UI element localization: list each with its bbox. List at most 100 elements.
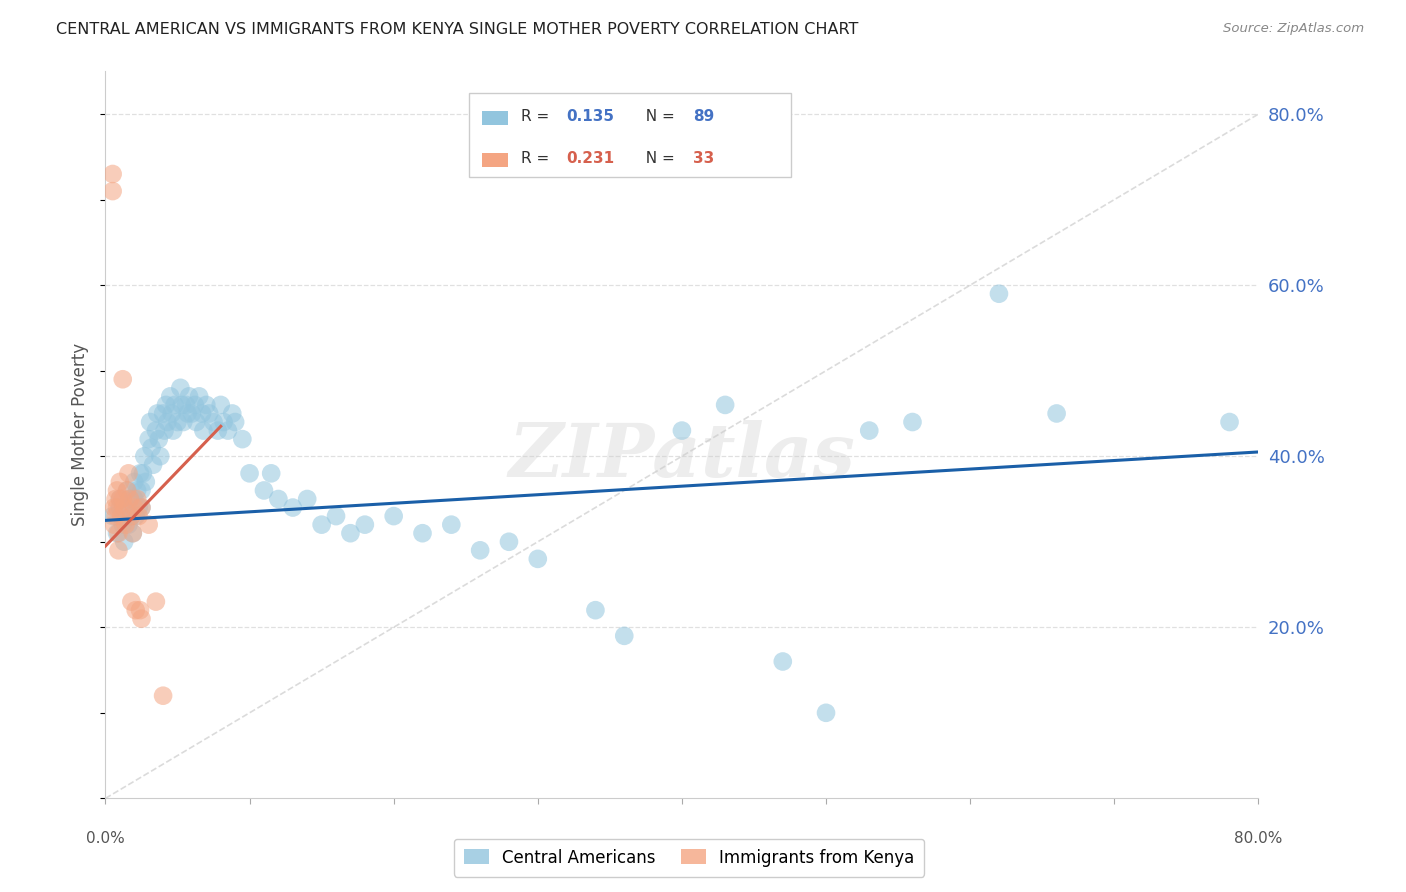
Point (231, 432, 253, 446)
Point (412, 526, 434, 541)
Point (527, 552, 550, 566)
Text: CENTRAL AMERICAN VS IMMIGRANTS FROM KENYA SINGLE MOTHER POVERTY CORRELATION CHAR: CENTRAL AMERICAN VS IMMIGRANTS FROM KENY… (56, 22, 859, 37)
Point (172, 415, 194, 429)
Point (101, 167, 124, 181)
Point (120, 509, 142, 524)
Point (111, 491, 134, 506)
Point (105, 500, 128, 515)
Point (146, 407, 169, 421)
Point (354, 517, 377, 532)
FancyBboxPatch shape (482, 153, 508, 167)
Point (162, 424, 184, 438)
Point (149, 449, 172, 463)
Point (613, 629, 636, 643)
Point (115, 483, 138, 498)
Point (772, 655, 794, 669)
Point (224, 415, 246, 429)
Point (138, 517, 160, 532)
Point (120, 509, 142, 524)
Point (110, 509, 132, 524)
Text: ZIPatlas: ZIPatlas (509, 420, 855, 493)
Text: 0.0%: 0.0% (86, 831, 125, 847)
Point (170, 398, 193, 412)
Point (121, 526, 143, 541)
Text: N =: N = (636, 151, 679, 166)
Point (117, 517, 139, 532)
Point (174, 398, 197, 412)
Point (181, 407, 204, 421)
Point (145, 424, 167, 438)
Point (108, 475, 131, 489)
Y-axis label: Single Mother Poverty: Single Mother Poverty (72, 343, 90, 526)
Point (193, 424, 215, 438)
Point (221, 407, 243, 421)
Point (166, 415, 188, 429)
Point (148, 432, 170, 446)
Point (103, 500, 125, 515)
Point (118, 491, 141, 506)
Point (159, 389, 181, 403)
Point (101, 184, 124, 198)
Point (127, 491, 149, 506)
Text: R =: R = (520, 109, 554, 124)
Point (145, 594, 167, 608)
Text: 0.231: 0.231 (567, 151, 614, 166)
Point (107, 543, 129, 558)
Point (585, 603, 607, 617)
Point (131, 500, 153, 515)
Point (217, 424, 239, 438)
Point (714, 398, 737, 412)
Point (121, 526, 143, 541)
Point (160, 407, 183, 421)
Point (105, 526, 128, 541)
Point (135, 475, 157, 489)
Point (104, 509, 127, 524)
Point (267, 491, 290, 506)
Point (124, 500, 146, 515)
Text: 80.0%: 80.0% (1234, 831, 1282, 847)
Point (111, 372, 134, 386)
Legend: Central Americans, Immigrants from Kenya: Central Americans, Immigrants from Kenya (454, 838, 924, 877)
Point (155, 398, 177, 412)
Point (311, 517, 333, 532)
Point (142, 458, 165, 472)
Point (111, 517, 134, 532)
Point (163, 398, 186, 412)
Text: 33: 33 (693, 151, 714, 166)
Point (858, 424, 880, 438)
Point (339, 526, 361, 541)
Point (107, 526, 129, 541)
Point (212, 415, 235, 429)
Point (112, 500, 135, 515)
Point (108, 500, 131, 515)
Point (132, 467, 155, 481)
Point (152, 689, 174, 703)
Point (207, 424, 229, 438)
Text: Source: ZipAtlas.com: Source: ZipAtlas.com (1223, 22, 1364, 36)
Point (198, 407, 221, 421)
Point (152, 407, 174, 421)
Point (815, 706, 838, 720)
Point (101, 509, 124, 524)
Point (118, 491, 141, 506)
Point (125, 509, 148, 524)
Point (260, 467, 283, 481)
Point (103, 517, 125, 532)
Point (498, 534, 520, 549)
Point (440, 517, 463, 532)
Point (139, 415, 162, 429)
Point (131, 500, 153, 515)
Point (325, 509, 347, 524)
Point (104, 491, 127, 506)
Point (115, 483, 138, 498)
Point (191, 407, 214, 421)
Point (129, 603, 152, 617)
Point (127, 483, 149, 498)
Point (128, 509, 150, 524)
Point (153, 424, 176, 438)
Point (177, 389, 200, 403)
FancyBboxPatch shape (482, 111, 508, 125)
Point (134, 449, 156, 463)
Point (117, 467, 139, 481)
Point (138, 432, 160, 446)
